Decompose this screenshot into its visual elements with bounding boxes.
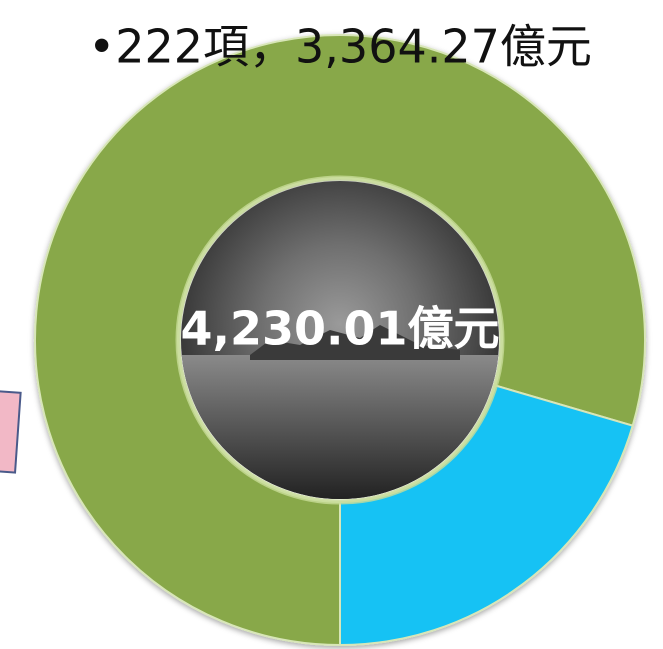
inner-rim bbox=[175, 175, 505, 505]
side-box bbox=[0, 390, 22, 474]
center-label: 4,230.01億元 bbox=[181, 302, 500, 356]
title: •222項，3,364.27億元 bbox=[88, 20, 592, 74]
